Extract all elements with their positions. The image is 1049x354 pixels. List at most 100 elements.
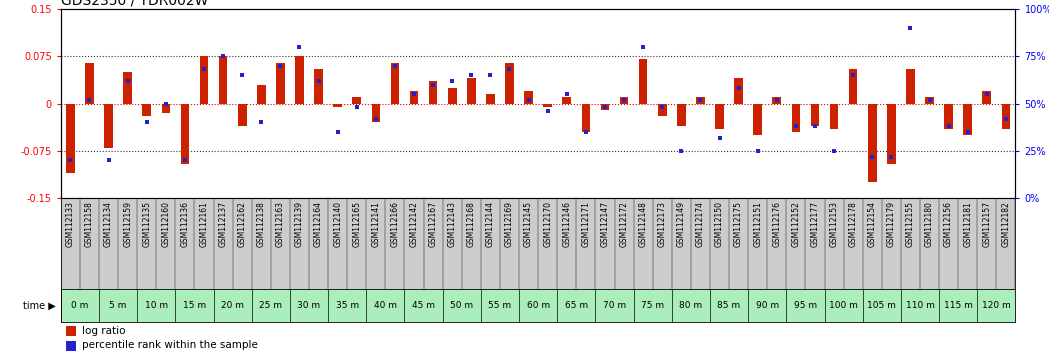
Bar: [371, 103, 380, 122]
Bar: [410, 91, 419, 103]
Text: GSM112173: GSM112173: [658, 201, 667, 247]
Text: 80 m: 80 m: [680, 301, 703, 310]
Bar: [276, 63, 284, 103]
Text: 110 m: 110 m: [905, 301, 935, 310]
Text: 5 m: 5 m: [109, 301, 127, 310]
Bar: [448, 88, 456, 103]
Text: 65 m: 65 m: [564, 301, 587, 310]
Text: GSM112165: GSM112165: [352, 201, 361, 247]
Bar: [944, 103, 952, 129]
Text: 105 m: 105 m: [868, 301, 896, 310]
Bar: [753, 103, 762, 135]
Text: 90 m: 90 m: [755, 301, 778, 310]
Text: GSM112180: GSM112180: [925, 201, 934, 247]
Text: GSM112137: GSM112137: [218, 201, 228, 247]
Bar: [772, 97, 782, 103]
Text: GSM112154: GSM112154: [868, 201, 877, 247]
Text: GSM112156: GSM112156: [944, 201, 954, 247]
Bar: [849, 69, 857, 103]
Text: GSM112138: GSM112138: [257, 201, 265, 247]
Bar: [562, 97, 571, 103]
Bar: [506, 63, 514, 103]
Bar: [983, 91, 991, 103]
Text: 15 m: 15 m: [183, 301, 206, 310]
Text: GSM112159: GSM112159: [123, 201, 132, 247]
Text: GSM112147: GSM112147: [600, 201, 609, 247]
Bar: [257, 85, 265, 103]
Text: 10 m: 10 m: [145, 301, 168, 310]
Bar: [486, 94, 495, 103]
Text: GSM112171: GSM112171: [581, 201, 591, 247]
Text: percentile rank within the sample: percentile rank within the sample: [82, 341, 258, 350]
Bar: [429, 81, 437, 103]
Bar: [658, 103, 666, 116]
Text: GSM112133: GSM112133: [66, 201, 74, 247]
Text: 120 m: 120 m: [982, 301, 1011, 310]
Bar: [295, 56, 304, 103]
Text: GSM112166: GSM112166: [390, 201, 400, 247]
Bar: [792, 103, 800, 132]
Text: 60 m: 60 m: [527, 301, 550, 310]
Text: 95 m: 95 m: [794, 301, 817, 310]
Bar: [104, 103, 113, 148]
Text: GSM112145: GSM112145: [524, 201, 533, 247]
Text: GDS2350 / YDR002W: GDS2350 / YDR002W: [61, 0, 208, 8]
Bar: [467, 78, 475, 103]
Bar: [524, 91, 533, 103]
Text: GSM112157: GSM112157: [982, 201, 991, 247]
Text: 115 m: 115 m: [944, 301, 972, 310]
Bar: [620, 97, 628, 103]
Bar: [334, 103, 342, 107]
Text: GSM112172: GSM112172: [620, 201, 628, 247]
Text: GSM112139: GSM112139: [295, 201, 304, 247]
Text: GSM112140: GSM112140: [334, 201, 342, 247]
Text: GSM112142: GSM112142: [409, 201, 419, 247]
Bar: [162, 103, 170, 113]
Text: GSM112134: GSM112134: [104, 201, 113, 247]
Text: 40 m: 40 m: [373, 301, 397, 310]
Text: 25 m: 25 m: [259, 301, 282, 310]
Text: GSM112160: GSM112160: [162, 201, 170, 247]
Text: 35 m: 35 m: [336, 301, 359, 310]
Bar: [199, 56, 209, 103]
Bar: [811, 103, 819, 126]
Text: GSM112143: GSM112143: [448, 201, 456, 247]
Text: GSM112135: GSM112135: [143, 201, 151, 247]
Text: GSM112158: GSM112158: [85, 201, 94, 247]
Text: GSM112150: GSM112150: [715, 201, 724, 247]
Text: GSM112151: GSM112151: [753, 201, 763, 247]
Text: 0 m: 0 m: [71, 301, 88, 310]
Text: GSM112182: GSM112182: [1002, 201, 1010, 247]
Bar: [238, 103, 247, 126]
Text: GSM112141: GSM112141: [371, 201, 381, 247]
Text: 75 m: 75 m: [641, 301, 664, 310]
Text: GSM112136: GSM112136: [180, 201, 190, 247]
Text: 70 m: 70 m: [603, 301, 626, 310]
Text: GSM112146: GSM112146: [562, 201, 572, 247]
FancyBboxPatch shape: [66, 326, 77, 336]
Text: 30 m: 30 m: [298, 301, 321, 310]
Text: GSM112176: GSM112176: [772, 201, 782, 247]
Bar: [315, 69, 323, 103]
Text: time ▶: time ▶: [23, 301, 56, 310]
Text: GSM112167: GSM112167: [429, 201, 437, 247]
Bar: [887, 103, 896, 164]
Text: GSM112144: GSM112144: [486, 201, 495, 247]
Bar: [219, 56, 228, 103]
Text: 55 m: 55 m: [489, 301, 512, 310]
Text: GSM112181: GSM112181: [963, 201, 972, 247]
Bar: [85, 63, 93, 103]
Text: 85 m: 85 m: [718, 301, 741, 310]
Text: GSM112163: GSM112163: [276, 201, 285, 247]
Bar: [677, 103, 686, 126]
Text: 45 m: 45 m: [412, 301, 435, 310]
Bar: [734, 78, 743, 103]
Text: log ratio: log ratio: [82, 326, 125, 336]
Bar: [906, 69, 915, 103]
Bar: [601, 103, 609, 110]
Text: GSM112149: GSM112149: [677, 201, 686, 247]
Bar: [830, 103, 838, 129]
Bar: [1002, 103, 1010, 129]
Bar: [581, 103, 591, 132]
Bar: [124, 72, 132, 103]
